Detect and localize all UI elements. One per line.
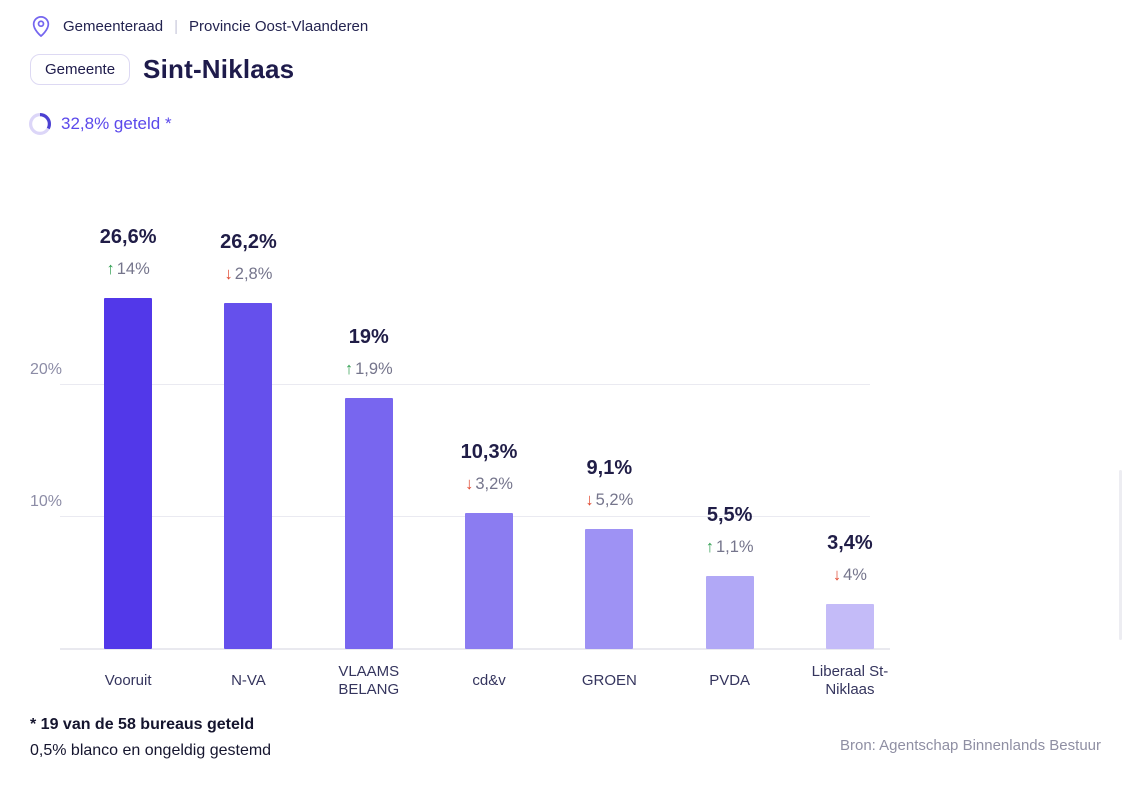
bar-category-label: cd&v (472, 672, 506, 690)
page-title: Sint-Niklaas (143, 54, 295, 84)
bar-change-label: ↓ 2,8% (188, 265, 308, 284)
category-axis: Vooruit N-VA VLAAMS BELANG cd&v GROEN PVDA Lib… (68, 661, 910, 701)
counted-label: 32,8% geteld * (61, 114, 172, 133)
bar (344, 398, 393, 649)
location-pin-icon (30, 14, 52, 38)
bar-value-label: 3,4% (827, 532, 873, 555)
bar-column: 26,2% ↓ 2,8% (188, 189, 308, 649)
change-value: 3,2% (475, 475, 513, 494)
arrow-up-icon: ↑ (106, 259, 115, 278)
bar (224, 303, 273, 649)
breadcrumb-separator: | (174, 17, 178, 35)
breadcrumb: Gemeenteraad | Provincie Oost-Vlaanderen (30, 14, 368, 38)
change-value: 5,2% (595, 490, 634, 509)
breadcrumb-item-gemeenteraad[interactable]: Gemeenteraad (63, 17, 164, 35)
footnote-bureaus: * 19 van de 58 bureaus geteld (30, 716, 255, 733)
bar-change-label: ↓ 4% (790, 566, 910, 585)
arrow-down-icon: ↓ (465, 475, 474, 494)
source-attribution: Bron: Agentschap Binnenlands Bestuur (839, 737, 1101, 754)
arrow-down-icon: ↓ (585, 490, 594, 509)
bar-value-label: 19% (348, 326, 389, 349)
bar-column: 19% ↑ 1,9% (309, 189, 429, 649)
footnote-blanco: 0,5% blanco en ongeldig gestemd (30, 742, 272, 759)
bar-columns: 26,6% ↑ 14% 26,2% ↓ 2,8% 19% ↑ 1,9% 10,3% ↓ 3,2% 9,1… (68, 189, 910, 649)
arrow-up-icon: ↑ (705, 538, 714, 557)
arrow-down-icon: ↓ (224, 265, 233, 284)
breadcrumb-item-provincie[interactable]: Provincie Oost-Vlaanderen (188, 17, 369, 35)
change-value: 2,8% (234, 265, 273, 284)
bar (465, 513, 514, 649)
bar-category-label: N-VA (231, 672, 266, 690)
bar-value-label: 26,2% (220, 231, 277, 254)
arrow-down-icon: ↓ (832, 566, 842, 585)
bar-value-label: 26,6% (99, 225, 157, 248)
gridline (60, 516, 870, 517)
counted-progress: 32,8% geteld * (28, 112, 172, 136)
change-value: 14% (116, 259, 150, 278)
bar-change-label: ↑ 1,1% (669, 538, 789, 557)
progress-ring-icon (29, 113, 51, 135)
bar-category-label: GROEN (581, 672, 637, 690)
bar (585, 528, 634, 649)
bar (825, 604, 874, 649)
plot-area: 10% 20% 26,6% ↑ 14% 26,2% ↓ 2,8% 19% ↑ 1,9% 10,3% ↓ 3… (0, 189, 1125, 650)
scrollbar-thumb[interactable] (1119, 470, 1122, 640)
bar-category-label: Vooruit (104, 672, 152, 690)
bar (705, 576, 754, 649)
change-value: 1,9% (355, 360, 393, 379)
bar-category-label: PVDA (709, 672, 751, 690)
bar-change-label: ↑ 1,9% (309, 360, 429, 379)
arrow-up-icon: ↑ (344, 360, 354, 379)
title-row: Gemeente Sint-Niklaas (30, 54, 294, 85)
bar-change-label: ↓ 5,2% (549, 491, 669, 510)
change-value: 1,1% (715, 538, 754, 557)
bar-value-label: 10,3% (460, 441, 518, 464)
bar-column: 5,5% ↑ 1,1% (669, 189, 789, 649)
y-axis-tick-label: 10% (30, 493, 63, 510)
bar-value-label: 5,5% (706, 504, 753, 527)
gridline (60, 384, 870, 385)
y-axis-tick-label: 20% (30, 361, 63, 378)
change-value: 4% (843, 566, 867, 585)
bar-change-label: ↑ 14% (68, 260, 188, 279)
bar-column: 10,3% ↓ 3,2% (429, 189, 549, 649)
bar (104, 297, 153, 649)
bar-column: 26,6% ↑ 14% (68, 189, 188, 649)
chart-baseline (60, 648, 890, 650)
gemeente-badge: Gemeente (30, 54, 131, 85)
bar-column: 3,4% ↓ 4% (790, 189, 910, 649)
bar-value-label: 9,1% (586, 456, 633, 479)
bar-category-label: Liberaal St- Niklaas (811, 663, 889, 698)
bar-change-label: ↓ 3,2% (429, 475, 549, 494)
bar-category-label: VLAAMS BELANG (338, 663, 400, 698)
bar-column: 9,1% ↓ 5,2% (549, 189, 669, 649)
